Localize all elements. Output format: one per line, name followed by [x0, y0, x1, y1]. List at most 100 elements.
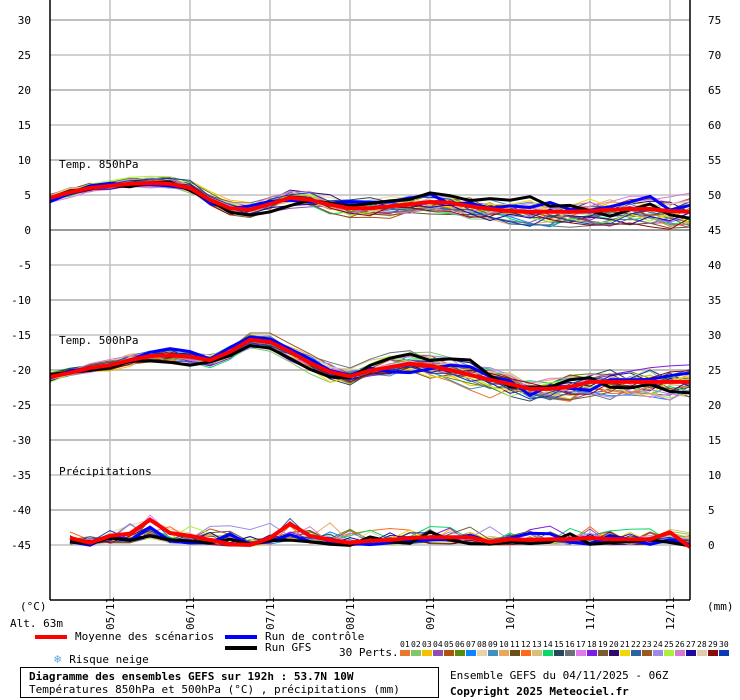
- svg-text:-35: -35: [11, 469, 31, 482]
- pert-number: 05: [444, 640, 454, 649]
- svg-text:-45: -45: [11, 539, 31, 552]
- pert-number: 16: [565, 640, 575, 649]
- pert-number: 02: [411, 640, 421, 649]
- svg-text:20: 20: [18, 84, 31, 97]
- svg-text:30: 30: [18, 14, 31, 27]
- copyright: Copyright 2025 Meteociel.fr: [450, 685, 629, 698]
- pert-swatch: [554, 650, 564, 656]
- legend-gfs-label: Run GFS: [265, 641, 312, 654]
- legend-control-label: Run de contrôle: [265, 630, 365, 643]
- pert-number: 15: [554, 640, 564, 649]
- svg-text:35: 35: [708, 294, 721, 307]
- legend-mean: Moyenne des scénarios: [35, 630, 214, 643]
- pert-number: 10: [499, 640, 509, 649]
- svg-text:75: 75: [708, 14, 721, 27]
- pert-number: 24: [653, 640, 663, 649]
- svg-text:25: 25: [708, 364, 721, 377]
- title-box: Diagramme des ensembles GEFS sur 192h : …: [20, 667, 439, 698]
- legend-control: Run de contrôle: [225, 630, 364, 643]
- pert-number: 25: [664, 640, 674, 649]
- pert-swatch: [488, 650, 498, 656]
- ensemble-member-lines: [49, 175, 691, 548]
- pert-number: 04: [433, 640, 443, 649]
- pert-number: 21: [620, 640, 630, 649]
- pert-number: 01: [400, 640, 410, 649]
- plot-frame: [49, 0, 691, 601]
- svg-text:5: 5: [708, 504, 715, 517]
- perturbation-swatches: [400, 650, 730, 656]
- pert-swatch: [433, 650, 443, 656]
- grid-lines: [50, 0, 690, 600]
- pert-swatch: [477, 650, 487, 656]
- altitude-label: Alt. 63m: [10, 617, 63, 630]
- pert-swatch: [631, 650, 641, 656]
- label-temp850: Temp. 850hPa: [59, 158, 139, 171]
- pert-number: 29: [708, 640, 718, 649]
- pert-number: 27: [686, 640, 696, 649]
- svg-text:65: 65: [708, 84, 721, 97]
- svg-text:11/11: 11/11: [584, 597, 597, 630]
- pert-swatch: [697, 650, 707, 656]
- svg-text:08/11: 08/11: [344, 597, 357, 630]
- left-axis-unit: (°C): [20, 600, 47, 613]
- svg-text:-25: -25: [11, 399, 31, 412]
- pert-swatch: [642, 650, 652, 656]
- svg-text:-30: -30: [11, 434, 31, 447]
- pert-swatch: [587, 650, 597, 656]
- pert-swatch: [686, 650, 696, 656]
- pert-swatch: [543, 650, 553, 656]
- svg-text:25: 25: [18, 49, 31, 62]
- pert-swatch: [422, 650, 432, 656]
- legend-mean-label: Moyenne des scénarios: [75, 630, 215, 643]
- label-precip: Précipitations: [59, 465, 152, 478]
- svg-text:05/11: 05/11: [104, 597, 117, 630]
- pert-swatch: [411, 650, 421, 656]
- svg-text:50: 50: [708, 189, 721, 202]
- svg-text:55: 55: [708, 154, 721, 167]
- svg-text:30: 30: [708, 329, 721, 342]
- pert-swatch: [400, 650, 410, 656]
- pert-number: 20: [609, 640, 619, 649]
- pert-swatch: [598, 650, 608, 656]
- run-info: Ensemble GEFS du 04/11/2025 - 06Z: [450, 669, 669, 682]
- label-temp500: Temp. 500hPa: [59, 334, 139, 347]
- pert-number: 13: [532, 640, 542, 649]
- pert-swatch: [675, 650, 685, 656]
- pert-number: 26: [675, 640, 685, 649]
- right-axis-unit: (mm): [707, 600, 734, 613]
- svg-text:-5: -5: [18, 259, 31, 272]
- pert-swatch: [466, 650, 476, 656]
- svg-text:06/11: 06/11: [184, 597, 197, 630]
- svg-text:0: 0: [24, 224, 31, 237]
- pert-number: 30: [719, 640, 729, 649]
- pert-number: 28: [697, 640, 707, 649]
- chart-title: Diagramme des ensembles GEFS sur 192h : …: [29, 670, 354, 683]
- svg-text:10: 10: [18, 154, 31, 167]
- svg-text:09/11: 09/11: [424, 597, 437, 630]
- legend-snow: ❄ Risque neige: [54, 652, 149, 666]
- pert-number: 12: [521, 640, 531, 649]
- pert-number: 22: [631, 640, 641, 649]
- pert-number: 09: [488, 640, 498, 649]
- pert-number: 08: [477, 640, 487, 649]
- svg-text:15: 15: [708, 434, 721, 447]
- pert-swatch: [532, 650, 542, 656]
- svg-text:20: 20: [708, 399, 721, 412]
- mean-lines: [49, 181, 692, 549]
- control-swatch: [225, 634, 257, 639]
- svg-text:60: 60: [708, 119, 721, 132]
- mean-swatch: [35, 634, 67, 639]
- pert-number: 14: [543, 640, 553, 649]
- pert-swatch: [455, 650, 465, 656]
- pert-swatch: [620, 650, 630, 656]
- pert-number: 17: [576, 640, 586, 649]
- svg-text:45: 45: [708, 224, 721, 237]
- svg-text:0: 0: [708, 539, 715, 552]
- legend-snow-label: Risque neige: [69, 652, 149, 666]
- pert-swatch: [510, 650, 520, 656]
- pert-number: 11: [510, 640, 520, 649]
- svg-text:10/11: 10/11: [504, 597, 517, 630]
- pert-swatch: [708, 650, 718, 656]
- svg-text:-20: -20: [11, 364, 31, 377]
